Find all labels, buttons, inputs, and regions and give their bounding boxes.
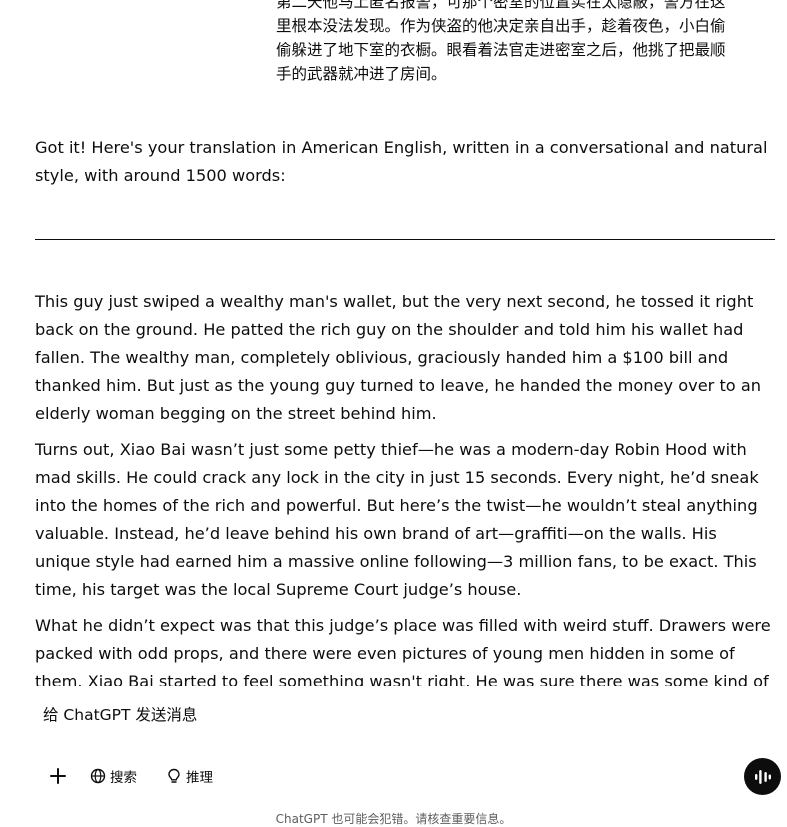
lightbulb-icon [168, 768, 180, 783]
disclaimer-text: ChatGPT 也可能会犯错。请核查重要信息。 [275, 812, 512, 826]
assistant-message: Got it! Here's your translation in Ameri… [35, 134, 775, 732]
plus-icon [50, 768, 66, 784]
voice-mode-button[interactable] [744, 758, 781, 795]
assistant-paragraph: Turns out, Xiao Bai wasn’t just some pet… [35, 440, 759, 599]
composer-area [0, 686, 787, 821]
user-message: 第二天他马上匿名报警，可那个密室的位置实在太隐蔽，警方在这 里根本没法发现。作为… [276, 0, 756, 86]
user-message-line: 手的武器就冲进了房间。 [276, 65, 447, 83]
reason-button-label: 推理 [186, 770, 213, 786]
assistant-intro: Got it! Here's your translation in Ameri… [35, 138, 768, 185]
search-button-label: 搜索 [110, 770, 137, 786]
globe-icon [90, 768, 106, 784]
voice-mode-icon [754, 769, 771, 784]
user-message-line: 第二天他马上匿名报警，可那个密室的位置实在太隐蔽，警方在这 [276, 0, 726, 11]
divider [35, 239, 775, 240]
search-button[interactable]: 搜索 [90, 758, 137, 794]
reason-button[interactable]: 推理 [166, 758, 213, 794]
attach-button[interactable] [46, 758, 70, 794]
message-input[interactable]: 给 ChatGPT 发送消息 [43, 706, 198, 724]
composer-toolbar: 搜索 推理 [0, 758, 787, 794]
user-message-line: 里根本没法发现。作为侠盗的他决定亲自出手，趁着夜色，小白偷 [276, 17, 726, 35]
assistant-paragraph: This guy just swiped a wealthy man's wal… [35, 292, 762, 423]
user-message-line: 偷躲进了地下室的衣橱。眼看着法官走进密室之后，他挑了把最顺 [276, 41, 726, 59]
